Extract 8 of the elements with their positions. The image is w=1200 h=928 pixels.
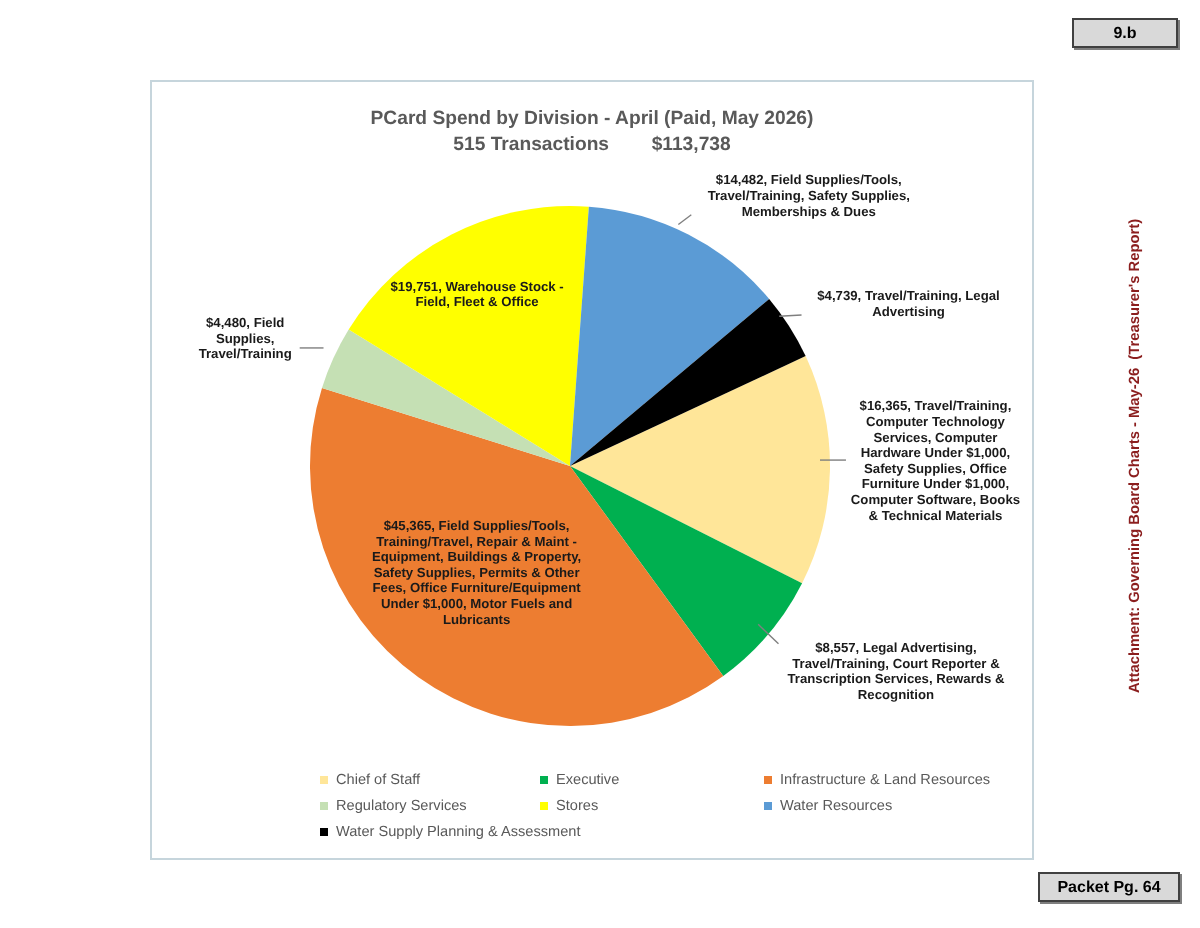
pie-slice — [348, 206, 589, 466]
chart-subtitle: 515 Transactions $113,738 — [451, 132, 733, 158]
text: 9.b — [1072, 18, 1178, 48]
pie-slice — [321, 329, 570, 466]
text: Packet Pg. 64 — [1038, 872, 1180, 902]
pie-slice — [310, 387, 724, 726]
chart-title: PCard Spend by Division - April (Paid, May 2026) — [368, 106, 816, 132]
pie-slice — [570, 298, 806, 466]
